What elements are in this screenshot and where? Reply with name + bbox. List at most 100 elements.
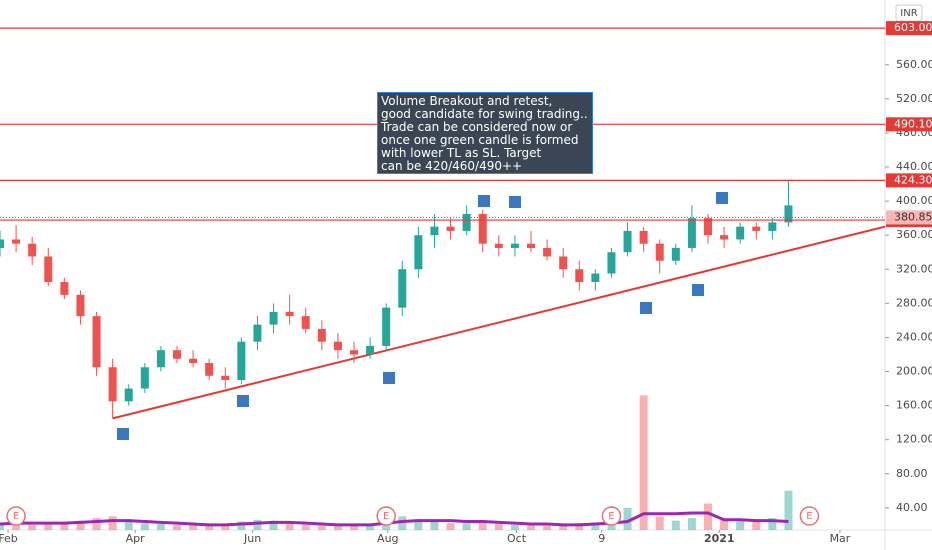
event-label: E [608,511,614,522]
volume-bar [446,523,455,530]
candle-body [92,316,101,368]
candle-body [76,294,85,317]
volume-bar [44,524,53,530]
level-label: 424.30 [894,173,932,186]
y-tick-label: 320.00 [896,262,932,275]
flag [509,196,521,208]
candle-body [0,239,4,248]
candle-body [350,350,358,355]
volume-bar [639,395,648,530]
candle-body [44,256,53,283]
y-tick-label: 360.00 [896,228,932,241]
candle-body [205,362,214,376]
volume-bar [317,525,326,530]
annotation: Volume Breakout and retest, good candida… [377,92,593,174]
x-tick-label: Oct [507,532,527,545]
candle-body [623,230,632,253]
volume-bar [108,516,117,530]
volume-bar [752,520,761,530]
volume-bar [205,525,214,530]
candle-body [575,269,584,283]
plot-area [0,0,885,530]
volume-bar [510,524,519,530]
level-label-box [886,173,932,188]
y-tick-label: 280.00 [896,296,932,309]
y-tick-label: 520.00 [896,92,932,105]
candle-body [704,218,712,236]
volume-bar [623,507,632,530]
flag [716,192,728,204]
volume-bar [253,519,262,530]
candle-body [253,324,262,342]
candle-body [446,226,455,231]
y-tick-label: 80.00 [896,467,928,480]
volume-bar [494,524,503,530]
candle-body [478,213,487,244]
volume-bar [671,520,680,530]
volume-bar [140,523,149,530]
candle-body [156,350,165,368]
flags [117,192,728,440]
y-tick-label: 160.00 [896,399,932,412]
volume-bar [430,520,439,530]
flag [478,195,490,207]
candle-body [414,235,423,270]
candle-body [237,341,246,381]
volume-bar [301,524,310,530]
candle-body [317,328,326,342]
candle-body [510,243,519,248]
candle-body [173,350,181,359]
volume-bar [269,520,278,530]
candle-body [736,226,745,240]
y-tick-label: 560.00 [896,58,932,71]
x-tick-label: 2021 [704,532,735,545]
candle-body [671,247,680,261]
volume-bar [478,521,487,530]
volume-bar [173,524,181,530]
y-tick-label: 240.00 [896,330,932,343]
candle-body [639,230,648,244]
volume-bar [527,524,535,530]
currency-box [895,4,923,22]
level-label: 490.10 [894,117,932,130]
candle-body [527,243,535,248]
currency: INR [900,8,917,19]
candle-body [269,311,278,325]
y-tick-label: 200.00 [896,365,932,378]
level-label: 603.00 [894,21,932,34]
candle-body [382,307,391,346]
flag [383,372,395,384]
volume-bar [0,523,4,530]
volume-bar [366,524,375,530]
volume-bar [736,521,745,530]
candle-body [60,282,69,295]
volume-bar [398,516,407,530]
event-label: E [383,511,389,522]
candle-body [398,269,407,308]
volume-bar [559,524,568,530]
volume-bar [28,524,37,530]
volume-bar [60,522,69,530]
candle-body [285,311,294,317]
y-tick-label: 440.00 [896,160,932,173]
volume-bar [189,524,198,530]
volume-bar [156,524,165,530]
x-tick-label: Jun [243,532,261,545]
volume-bar [414,518,423,530]
y-tick-label: 120.00 [896,433,932,446]
event-marker [601,506,622,526]
volume-bar [687,518,696,530]
volume-bar [655,516,664,530]
candle-body [752,226,761,231]
volume-bar [221,524,230,530]
flag [117,428,129,440]
candle-body [189,358,198,363]
candle-body [607,252,616,274]
volume-bar [575,523,584,530]
candle-body [543,247,552,257]
event-marker [6,506,26,526]
x-tick-label: Apr [126,532,146,545]
level-label-box [886,21,932,36]
level-label-box [886,117,932,132]
